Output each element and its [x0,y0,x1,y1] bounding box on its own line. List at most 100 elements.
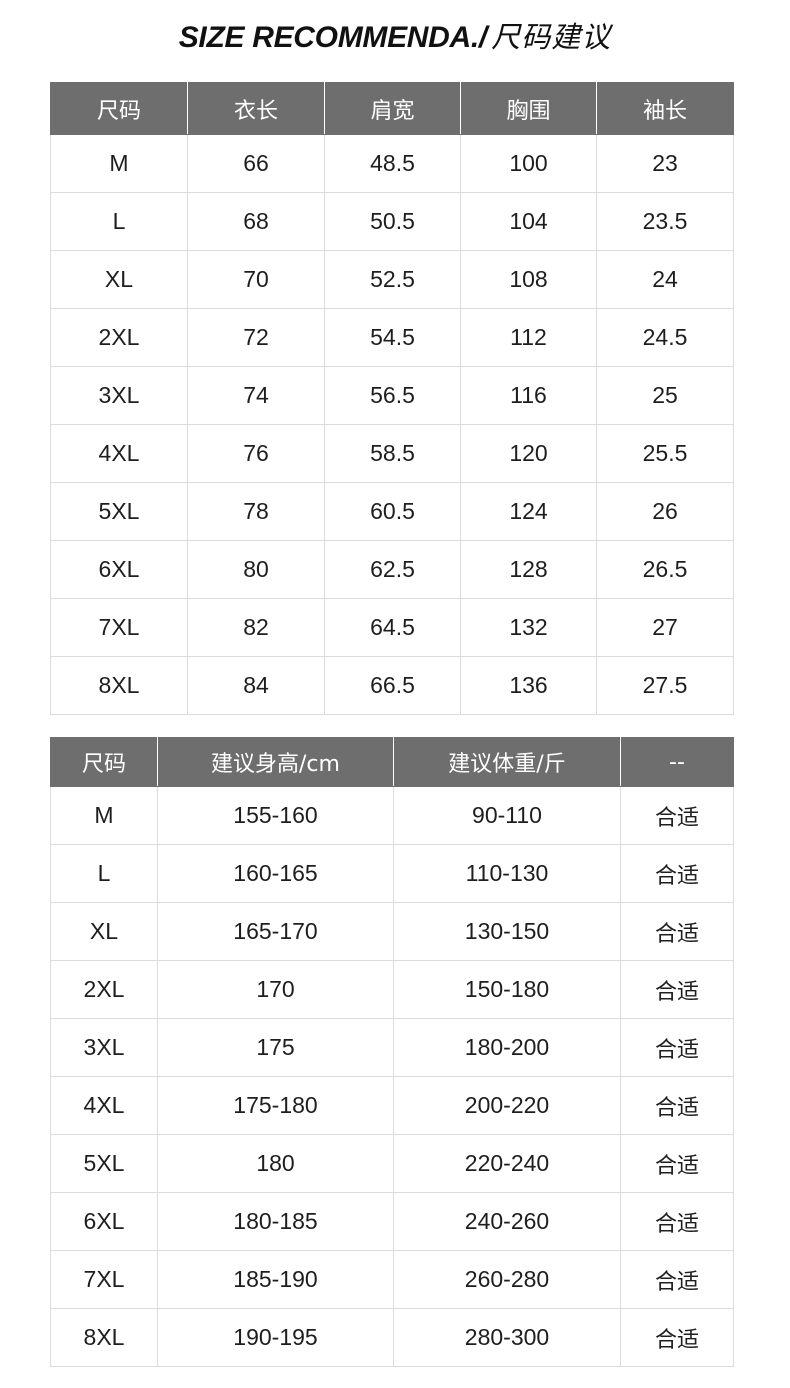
column-header-size: 尺码 [50,82,188,135]
page-title-separator: / [478,21,488,54]
cell-weight: 150-180 [393,960,621,1019]
cell-shoulder: 64.5 [324,598,461,657]
page-title-english: SIZE RECOMMENDA. [178,21,480,54]
cell-length: 66 [187,134,325,193]
cell-fit: 合适 [620,1076,734,1135]
cell-size: XL [50,250,188,309]
cell-sleeve: 25.5 [596,424,734,483]
cell-fit: 合适 [620,844,734,903]
cell-shoulder: 50.5 [324,192,461,251]
column-header-length: 衣长 [187,82,325,135]
cell-height: 180-185 [157,1192,394,1251]
page-title: SIZE RECOMMENDA./尺码建议 [0,14,790,56]
cell-size: 4XL [50,1076,158,1135]
cell-sleeve: 24.5 [596,308,734,367]
cell-size: L [50,844,158,903]
table-row: L 160-165 110-130 合适 [50,844,734,903]
table-row: 5XL 78 60.5 124 26 [50,482,734,541]
cell-shoulder: 52.5 [324,250,461,309]
column-header-sleeve: 袖长 [596,82,734,135]
table-row: 2XL 72 54.5 112 24.5 [50,308,734,367]
cell-sleeve: 27.5 [596,656,734,715]
column-header-bust: 胸围 [460,82,597,135]
cell-shoulder: 48.5 [324,134,461,193]
cell-height: 170 [157,960,394,1019]
table-row: 2XL 170 150-180 合适 [50,960,734,1019]
cell-size: 6XL [50,540,188,599]
cell-height: 175 [157,1018,394,1077]
table-row: XL 165-170 130-150 合适 [50,902,734,961]
cell-sleeve: 26.5 [596,540,734,599]
cell-height: 175-180 [157,1076,394,1135]
body-recommendation-header: 尺码 建议身高/cm 建议体重/斤 -- [50,737,734,787]
cell-weight: 200-220 [393,1076,621,1135]
table-row: 6XL 80 62.5 128 26.5 [50,540,734,599]
cell-height: 155-160 [157,786,394,845]
cell-size: L [50,192,188,251]
cell-fit: 合适 [620,1192,734,1251]
cell-height: 165-170 [157,902,394,961]
cell-weight: 90-110 [393,786,621,845]
cell-size: 2XL [50,960,158,1019]
column-header-height: 建议身高/cm [157,737,394,787]
cell-length: 74 [187,366,325,425]
cell-size: 7XL [50,598,188,657]
body-recommendation-table: 尺码 建议身高/cm 建议体重/斤 -- M 155-160 90-110 合适… [50,737,734,1367]
cell-weight: 180-200 [393,1018,621,1077]
body-recommendation-body: M 155-160 90-110 合适 L 160-165 110-130 合适… [50,786,734,1367]
table-header-row: 尺码 建议身高/cm 建议体重/斤 -- [50,737,734,787]
garment-measurements-header: 尺码 衣长 肩宽 胸围 袖长 [50,82,734,135]
column-header-weight: 建议体重/斤 [393,737,621,787]
table-row: M 155-160 90-110 合适 [50,786,734,845]
column-header-shoulder: 肩宽 [324,82,461,135]
cell-size: 7XL [50,1250,158,1309]
cell-size: 5XL [50,1134,158,1193]
cell-bust: 104 [460,192,597,251]
cell-size: 8XL [50,656,188,715]
table-row: 8XL 190-195 280-300 合适 [50,1308,734,1367]
cell-weight: 260-280 [393,1250,621,1309]
cell-length: 68 [187,192,325,251]
page-title-chinese: 尺码建议 [491,20,612,54]
table-row: 3XL 175 180-200 合适 [50,1018,734,1077]
cell-size: 2XL [50,308,188,367]
cell-size: 4XL [50,424,188,483]
cell-length: 84 [187,656,325,715]
cell-size: 3XL [50,1018,158,1077]
table-row: M 66 48.5 100 23 [50,134,734,193]
cell-shoulder: 62.5 [324,540,461,599]
cell-fit: 合适 [620,786,734,845]
table-row: 7XL 185-190 260-280 合适 [50,1250,734,1309]
cell-fit: 合适 [620,902,734,961]
cell-bust: 116 [460,366,597,425]
cell-bust: 100 [460,134,597,193]
cell-weight: 240-260 [393,1192,621,1251]
cell-length: 70 [187,250,325,309]
cell-height: 180 [157,1134,394,1193]
cell-height: 190-195 [157,1308,394,1367]
table-header-row: 尺码 衣长 肩宽 胸围 袖长 [50,82,734,135]
cell-shoulder: 58.5 [324,424,461,483]
cell-weight: 110-130 [393,844,621,903]
table-row: 5XL 180 220-240 合适 [50,1134,734,1193]
column-header-fit: -- [620,737,734,787]
cell-height: 185-190 [157,1250,394,1309]
column-header-size: 尺码 [50,737,158,787]
cell-length: 82 [187,598,325,657]
cell-bust: 112 [460,308,597,367]
cell-sleeve: 26 [596,482,734,541]
cell-weight: 220-240 [393,1134,621,1193]
cell-height: 160-165 [157,844,394,903]
cell-size: 3XL [50,366,188,425]
garment-measurements-table: 尺码 衣长 肩宽 胸围 袖长 M 66 48.5 100 23 L 68 50.… [50,82,734,715]
cell-size: XL [50,902,158,961]
cell-size: 8XL [50,1308,158,1367]
cell-bust: 132 [460,598,597,657]
table-row: 6XL 180-185 240-260 合适 [50,1192,734,1251]
table-row: 4XL 76 58.5 120 25.5 [50,424,734,483]
table-row: 8XL 84 66.5 136 27.5 [50,656,734,715]
cell-length: 80 [187,540,325,599]
cell-bust: 120 [460,424,597,483]
cell-weight: 280-300 [393,1308,621,1367]
